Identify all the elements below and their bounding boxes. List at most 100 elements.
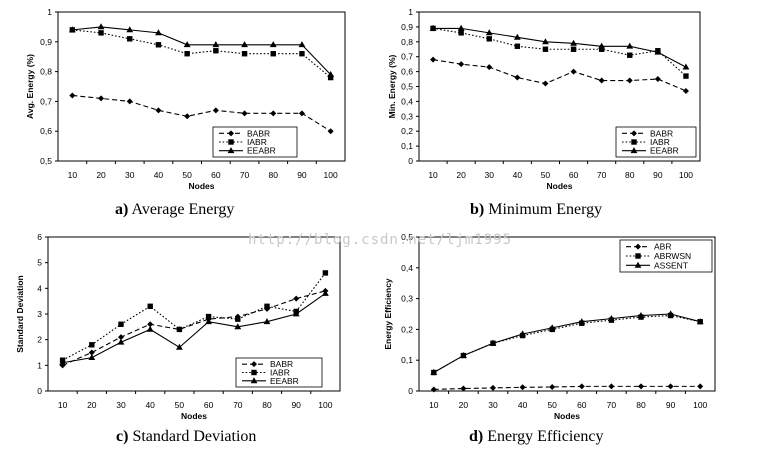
legend-marker xyxy=(631,130,637,137)
data-point xyxy=(98,30,104,36)
y-tick-label: 0,1 xyxy=(401,355,413,365)
watermark-text: http://blog.csdn.net/ljm1995 xyxy=(248,232,513,248)
x-tick-label: 80 xyxy=(269,170,279,180)
legend-label: EEABR xyxy=(247,146,276,156)
x-tick-label: 50 xyxy=(541,170,551,180)
data-point xyxy=(519,330,526,337)
x-tick-label: 40 xyxy=(145,400,155,410)
series-iabr xyxy=(430,25,689,79)
data-point xyxy=(322,270,329,276)
data-point xyxy=(117,338,125,345)
y-tick-label: 0,1 xyxy=(401,141,413,151)
data-point xyxy=(697,383,704,390)
series-babr xyxy=(69,92,334,135)
legend-label: IABR xyxy=(247,137,267,147)
data-point xyxy=(184,51,190,57)
x-tick-label: 100 xyxy=(679,170,693,180)
series-eeabr xyxy=(59,289,329,366)
x-tick-label: 50 xyxy=(182,170,192,180)
x-tick-label: 70 xyxy=(607,400,617,410)
data-point xyxy=(88,354,96,361)
legend-marker xyxy=(630,147,638,154)
y-tick-label: 0 xyxy=(408,156,413,166)
data-point xyxy=(234,323,242,330)
y-axis-label: Energy Efficiency xyxy=(383,278,393,350)
series-assent xyxy=(430,310,704,375)
chart-panel-b: 1 0,9 0,8 0,7 0,6 0,5 0,4 0,3 0,2 0,1 0 10 20 30 40 50 6… xyxy=(387,7,701,191)
legend-marker xyxy=(228,130,234,137)
y-tick-label: 0,8 xyxy=(40,67,52,77)
y-tick-label: 6 xyxy=(37,232,42,242)
data-point xyxy=(269,41,277,48)
x-axis-label: Nodes xyxy=(554,411,580,421)
series-line xyxy=(72,29,332,78)
data-point xyxy=(460,385,467,392)
data-point xyxy=(264,303,270,309)
data-point xyxy=(155,107,162,114)
x-tick-label: 60 xyxy=(204,400,214,410)
data-point xyxy=(682,63,690,70)
data-point xyxy=(430,368,438,375)
data-point xyxy=(263,318,271,325)
legend-label: EEABR xyxy=(270,376,299,386)
data-point xyxy=(127,36,133,42)
data-point xyxy=(126,98,133,105)
y-tick-label: 0,3 xyxy=(401,111,413,121)
x-tick-label: 20 xyxy=(459,400,469,410)
x-axis-label: Nodes xyxy=(189,181,215,191)
y-tick-label: 4 xyxy=(37,283,42,293)
series-line xyxy=(432,27,687,77)
data-point xyxy=(542,80,549,87)
x-tick-label: 100 xyxy=(693,400,707,410)
data-point xyxy=(147,321,154,328)
x-tick-label: 30 xyxy=(485,170,495,180)
x-axis-label: Nodes xyxy=(181,411,207,421)
series-line xyxy=(62,272,326,361)
legend-label: BABR xyxy=(247,128,270,138)
x-tick-label: 10 xyxy=(58,400,68,410)
y-axis-label: Avg. Energy (%) xyxy=(25,54,35,119)
data-point xyxy=(155,42,162,48)
data-point xyxy=(293,295,300,302)
x-tick-label: 50 xyxy=(547,400,557,410)
data-point xyxy=(458,30,464,36)
data-point xyxy=(241,110,248,117)
caption-a-letter: a) xyxy=(115,201,129,218)
caption-a: a) Average Energy xyxy=(115,201,234,219)
y-tick-label: 1 xyxy=(47,7,52,17)
y-tick-label: 2 xyxy=(37,335,42,345)
data-point xyxy=(578,383,585,390)
data-point xyxy=(118,321,124,327)
y-tick-label: 0,2 xyxy=(401,126,413,136)
data-point xyxy=(570,39,577,46)
series-line xyxy=(432,59,687,92)
caption-d: d) Energy Efficiency xyxy=(469,428,603,446)
x-tick-label: 90 xyxy=(666,400,676,410)
data-point xyxy=(608,383,615,390)
x-tick-label: 10 xyxy=(429,400,439,410)
data-point xyxy=(696,318,704,325)
series-line xyxy=(62,293,326,364)
caption-a-text: Average Energy xyxy=(131,201,235,218)
data-point xyxy=(519,384,526,391)
caption-c-text: Standard Deviation xyxy=(132,428,257,445)
x-tick-label: 100 xyxy=(324,170,338,180)
data-point xyxy=(298,110,305,117)
y-tick-label: 3 xyxy=(37,309,42,319)
data-point xyxy=(513,33,521,40)
data-point xyxy=(147,303,153,309)
data-point xyxy=(457,24,465,31)
data-point xyxy=(68,26,76,33)
data-point xyxy=(514,43,521,49)
series-line xyxy=(433,314,701,373)
chart-panel-a: 1 0,9 0,8 0,7 0,6 0,5 10 20 30 40 50 60 70 80 90 100 Nod… xyxy=(25,7,346,191)
x-tick-label: 60 xyxy=(577,400,587,410)
x-tick-label: 10 xyxy=(68,170,78,180)
x-tick-label: 90 xyxy=(297,170,307,180)
legend-marker xyxy=(631,139,637,145)
data-point xyxy=(118,334,124,341)
data-point xyxy=(97,23,105,30)
series-eeabr xyxy=(68,23,335,77)
